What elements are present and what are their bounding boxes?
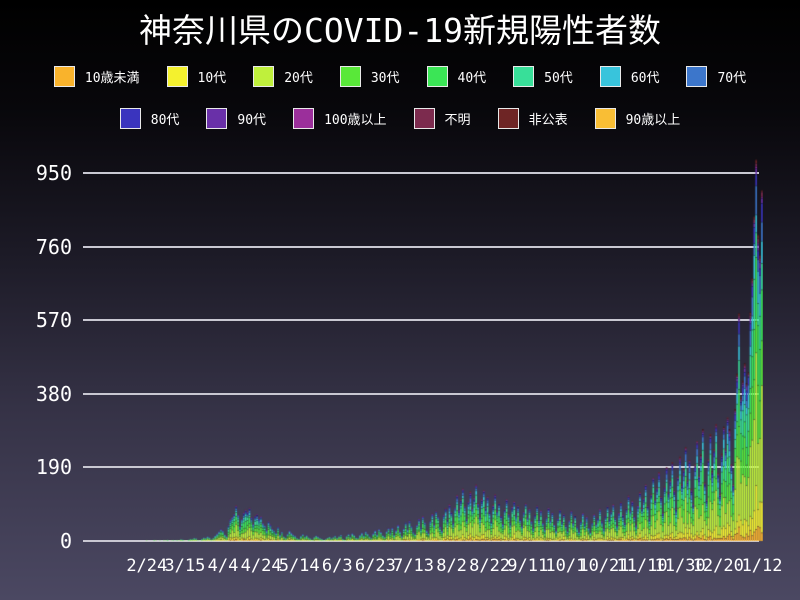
x-axis-label: 9/11: [507, 556, 549, 576]
legend-item: 10歳未満: [53, 65, 140, 87]
x-axis-label: 7/13: [392, 556, 434, 576]
legend-swatch: [497, 107, 519, 129]
legend-swatch: [594, 107, 616, 129]
legend-label: 40代: [457, 70, 487, 86]
x-axis-label: 12/20: [692, 556, 744, 576]
legend-swatch: [413, 107, 435, 129]
y-axis: 0 190 380 570 760 950: [0, 0, 74, 600]
legend-item: 不明: [413, 107, 471, 129]
legend-swatch: [253, 65, 275, 87]
x-axis: 2/24 3/15 4/4 4/24 5/14 6/3 6/23 7/13 8/2 8/22 9/1…: [83, 556, 782, 584]
legend-label: 不明: [444, 112, 471, 128]
y-axis-label: 570: [35, 308, 72, 333]
x-axis-label: 2/24: [126, 556, 168, 576]
legend-label: 30代: [370, 70, 400, 86]
legend-label: 100歳以上: [324, 112, 387, 128]
legend-item: 90代: [206, 107, 267, 129]
legend-swatch: [119, 107, 141, 129]
legend-label: 90代: [237, 112, 267, 128]
legend-label: 20代: [284, 70, 313, 86]
legend-swatch: [293, 107, 315, 129]
legend-item: 70代: [686, 65, 747, 87]
legend-row-1: 10歳未満 10代 20代 30代 40代 50代 60代 70代: [0, 64, 800, 88]
legend-label: 70代: [717, 70, 747, 86]
legend-swatch: [513, 65, 535, 87]
legend-item: 100歳以上: [293, 107, 387, 129]
legend-label: 10代: [197, 70, 227, 86]
x-axis-label: 6/23: [354, 556, 396, 576]
legend-label: 60代: [630, 70, 660, 86]
y-axis-label: 950: [35, 161, 72, 186]
x-axis-label: 11/10: [616, 556, 668, 576]
plot-area: [83, 150, 763, 542]
legend-label: 50代: [544, 70, 573, 86]
y-axis-label: 760: [35, 234, 72, 259]
y-axis-label: 0: [59, 529, 72, 553]
legend-item: 90歳以上: [594, 107, 681, 129]
legend-swatch: [206, 107, 228, 129]
x-axis-label: 8/22: [469, 556, 511, 576]
legend-item: 80代: [119, 107, 180, 129]
legend-label: 80代: [150, 112, 180, 128]
legend-item: 30代: [339, 65, 400, 87]
legend-label: 非公表: [528, 112, 568, 128]
x-axis-label: 5/14: [278, 556, 320, 576]
y-axis-label: 190: [35, 455, 72, 480]
x-axis-label: 10/1: [545, 556, 587, 576]
x-axis-label: 6/3: [321, 556, 353, 576]
legend-item: 50代: [513, 65, 573, 87]
legend-item: 非公表: [497, 107, 568, 129]
legend-swatch: [166, 65, 188, 87]
legend-swatch: [339, 65, 361, 87]
x-axis-label: 10/21: [578, 556, 630, 576]
legend-item: 10代: [166, 65, 227, 87]
x-axis-label: 1/12: [741, 556, 783, 576]
bars-canvas: [83, 150, 763, 542]
legend-swatch: [686, 65, 708, 87]
legend-item: 20代: [253, 65, 313, 87]
x-axis-label: 3/15: [164, 556, 206, 576]
x-axis-label: 4/4: [207, 556, 239, 576]
legend-swatch: [599, 65, 621, 87]
chart-title: 神奈川県のCOVID-19新規陽性者数: [139, 11, 661, 50]
legend-label: 90歳以上: [625, 112, 681, 128]
legend-row-2: 80代 90代 100歳以上 不明 非公表 90歳以上: [0, 106, 800, 130]
x-axis-label: 8/2: [436, 556, 467, 576]
x-axis-label: 11/30: [654, 556, 706, 576]
x-axis-label: 4/24: [240, 556, 282, 576]
legend-label: 10歳未満: [84, 70, 140, 86]
y-axis-label: 380: [35, 381, 72, 406]
legend-item: 40代: [426, 65, 487, 87]
legend-swatch: [426, 65, 448, 87]
legend-item: 60代: [599, 65, 660, 87]
legend-swatch: [53, 65, 75, 87]
